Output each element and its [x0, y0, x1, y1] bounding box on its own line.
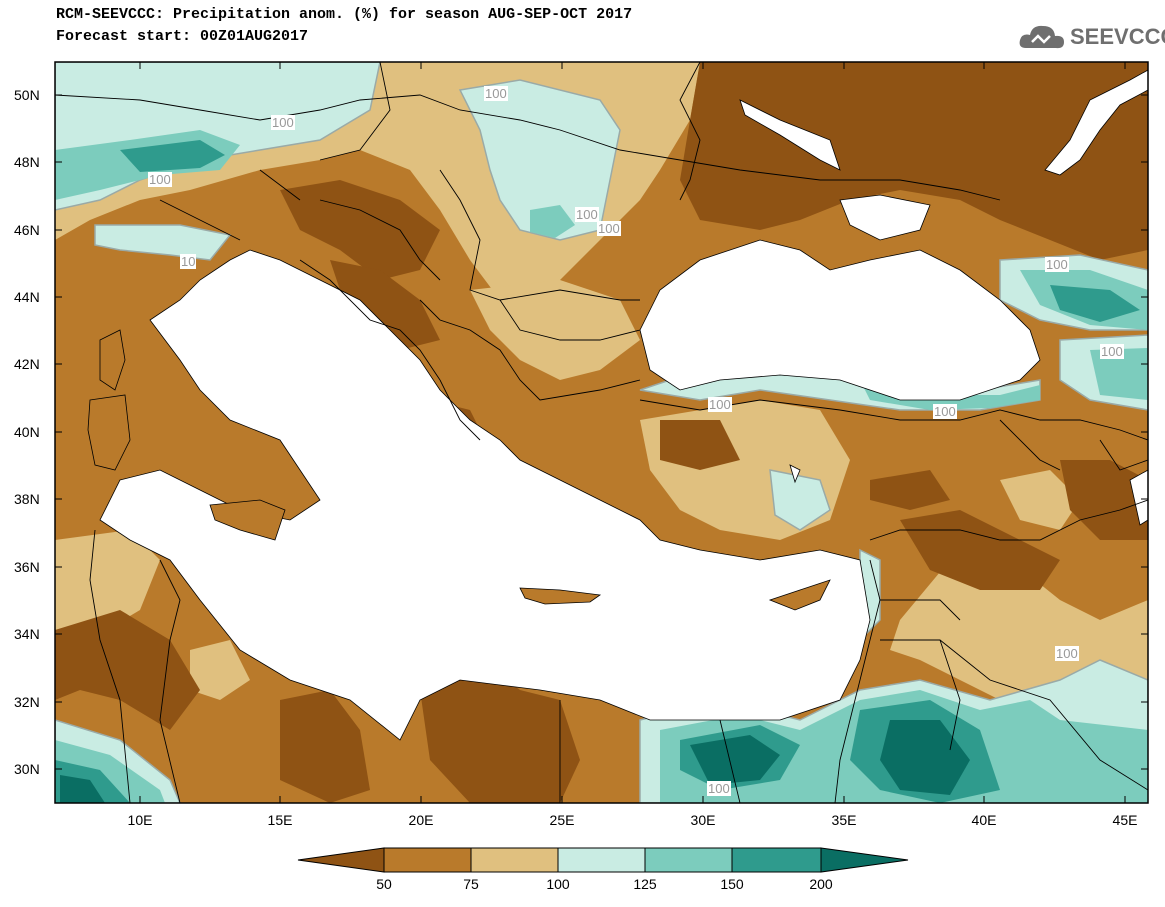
cloud-icon	[1019, 25, 1064, 49]
chart-title: RCM-SEEVCCC: Precipitation anom. (%) for…	[56, 6, 633, 23]
colorbar-label-50: 50	[376, 876, 392, 892]
lon-label-25e: 25E	[549, 812, 575, 828]
lon-label-10e: 10E	[127, 812, 153, 828]
contour-label: 100	[597, 221, 621, 236]
seevccc-logo: SEEVCCC	[1018, 20, 1165, 54]
lon-label-30e: 30E	[690, 812, 716, 828]
colorbar	[297, 847, 909, 873]
contour-label: 100	[1045, 257, 1069, 272]
colorbar-cell-150-200	[731, 847, 822, 873]
colorbar-cell-75-100	[470, 847, 559, 873]
islands	[87, 329, 831, 611]
contour-label: 100	[271, 115, 295, 130]
lon-label-45e: 45E	[1112, 812, 1138, 828]
anomaly-above-200-regions	[60, 720, 970, 803]
contour-label: 100	[708, 397, 732, 412]
colorbar-cell-50-75	[383, 847, 472, 873]
lat-label-44n: 44N	[14, 289, 40, 305]
contour-label: 100	[1055, 646, 1079, 661]
colorbar-cell-below-50	[297, 847, 385, 873]
lat-label-50n: 50N	[14, 87, 40, 103]
lon-label-35e: 35E	[831, 812, 857, 828]
lat-label-30n: 30N	[14, 761, 40, 777]
colorbar-label-75: 75	[463, 876, 479, 892]
colorbar-label-200: 200	[809, 876, 833, 892]
contour-label: 100	[933, 404, 957, 419]
lon-label-15e: 15E	[267, 812, 293, 828]
colorbar-cell-125-150	[644, 847, 733, 873]
country-borders	[55, 62, 1148, 803]
contour-label: 100	[148, 172, 172, 187]
contour-label: 100	[1100, 344, 1124, 359]
sea-areas	[99, 69, 1148, 741]
axis-ticks	[55, 62, 1148, 803]
contour-label: 100	[575, 207, 599, 222]
lat-label-40n: 40N	[14, 424, 40, 440]
lat-label-38n: 38N	[14, 491, 40, 507]
lat-label-32n: 32N	[14, 694, 40, 710]
lat-label-42n: 42N	[14, 356, 40, 372]
colorbar-label-125: 125	[633, 876, 657, 892]
contour-label: 10	[180, 254, 197, 269]
lat-label-48n: 48N	[14, 154, 40, 170]
lat-label-36n: 36N	[14, 559, 40, 575]
lon-label-40e: 40E	[971, 812, 997, 828]
colorbar-cell-above-200	[820, 847, 909, 873]
colorbar-cell-100-125	[557, 847, 646, 873]
lat-label-46n: 46N	[14, 222, 40, 238]
contour-label: 100	[707, 781, 731, 796]
contour-label: 100	[484, 86, 508, 101]
colorbar-label-100: 100	[546, 876, 570, 892]
lon-label-20e: 20E	[408, 812, 434, 828]
forecast-start-subtitle: Forecast start: 00Z01AUG2017	[56, 28, 309, 45]
lat-label-34n: 34N	[14, 626, 40, 642]
colorbar-label-150: 150	[720, 876, 744, 892]
